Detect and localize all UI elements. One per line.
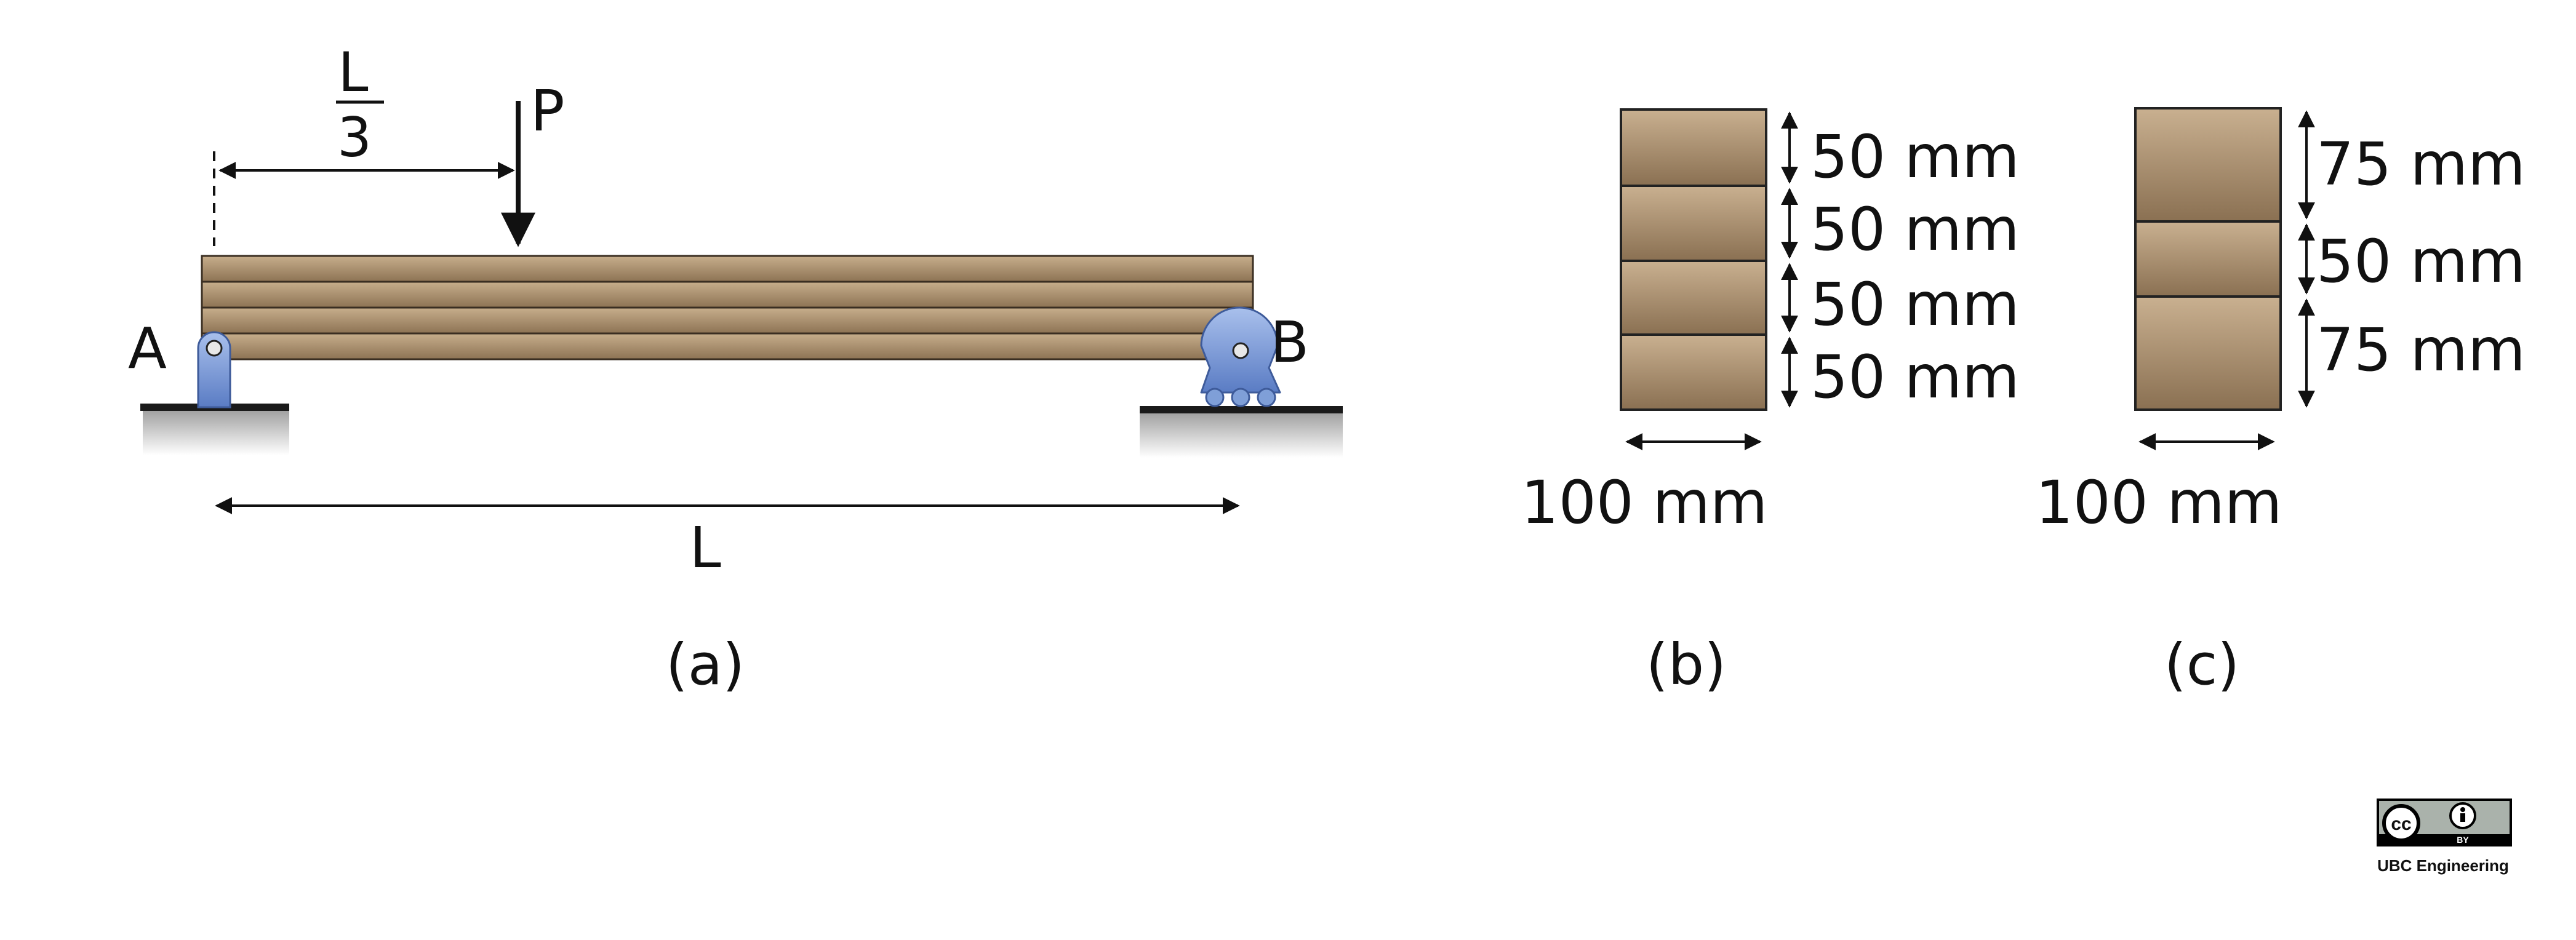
section-c-layer-1-label: 75 mm	[2316, 130, 2526, 199]
section-c-layer-3-label: 75 mm	[2316, 316, 2526, 384]
section-b-layer	[1620, 108, 1767, 187]
beam-layer	[201, 306, 1254, 335]
beam-diagram: A B P L 3 L (a)	[128, 41, 1343, 698]
credit-label: UBC Engineering	[2377, 856, 2509, 875]
section-c-layer-2-label: 50 mm	[2316, 227, 2526, 296]
section-b: 50 mm 50 mm 50 mm 50 mm 100 mm (b)	[1521, 108, 2020, 698]
section-b-layer	[1620, 185, 1767, 262]
ground-line-right	[1140, 406, 1343, 413]
third-fraction-denominator: 3	[337, 106, 372, 169]
beam-layer	[201, 332, 1254, 360]
section-b-layer	[1620, 260, 1767, 336]
section-b-width-label: 100 mm	[1521, 468, 1768, 537]
section-c-layer	[2134, 295, 2282, 411]
section-c-layer	[2134, 107, 2282, 223]
cc-label: cc	[2391, 814, 2411, 834]
beam-layer	[201, 281, 1254, 309]
section-b-layer	[1620, 333, 1767, 411]
caption-a: (a)	[666, 632, 745, 698]
ground-left	[143, 407, 289, 455]
support-a-label: A	[128, 316, 167, 381]
section-c-width-label: 100 mm	[2036, 468, 2282, 537]
load-label: P	[530, 78, 564, 144]
laminated-beam	[201, 255, 1254, 360]
section-c-layer	[2134, 220, 2282, 298]
by-label: BY	[2457, 835, 2469, 845]
roller-support-icon	[1200, 306, 1281, 407]
section-b-layer-1-label: 50 mm	[1810, 122, 2020, 191]
caption-b: (b)	[1646, 632, 1726, 698]
third-fraction-numerator: L	[338, 41, 368, 104]
span-label: L	[689, 515, 721, 581]
caption-c: (c)	[2164, 632, 2239, 698]
section-c: 75 mm 50 mm 75 mm 100 mm (c)	[2036, 107, 2526, 698]
section-b-layer-3-label: 50 mm	[1810, 270, 2020, 339]
cc-by-license-icon: cc BY UBC Engineering	[2377, 799, 2512, 875]
section-b-layer-4-label: 50 mm	[1810, 343, 2020, 412]
pin-support-icon	[197, 331, 231, 408]
support-b-label: B	[1270, 309, 1309, 375]
section-b-layer-2-label: 50 mm	[1810, 195, 2020, 264]
ground-right	[1140, 410, 1343, 458]
beam-layer	[201, 255, 1254, 283]
